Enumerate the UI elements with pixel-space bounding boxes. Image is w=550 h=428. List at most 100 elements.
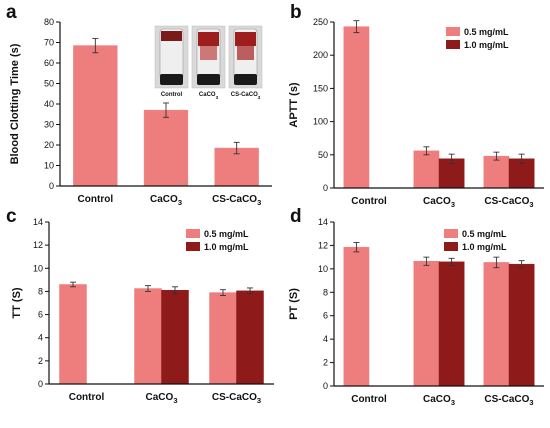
y-tick-label: 30 [44,120,54,130]
y-tick-label: 0 [38,379,43,389]
y-tick-label: 10 [44,161,54,171]
bar [438,261,465,387]
error-bar [353,20,360,34]
legend-label: 0.5 mg/mL [204,229,249,239]
vial-cap [160,74,183,85]
y-tick-label: 6 [38,310,43,320]
y-tick-label: 20 [44,140,54,150]
error-bar [448,153,455,164]
panel-a: a 0 10 20 30 40 50 60 70 80 Control CaCO3 CS-CaCO3 Bl… [6,2,272,207]
y-tick-label: 12 [33,240,43,250]
error-bar [233,141,240,155]
blood-clot [198,32,219,46]
y-tick-label: 14 [318,217,328,227]
legend-swatch [186,229,200,238]
y-axis-title: Blood Clotting Time (s) [9,43,21,164]
bar [508,263,535,387]
error-bar [423,256,430,266]
x-tick-label: CaCO3 [423,196,455,209]
y-tick-label: 0 [49,181,54,191]
legend-label: 1.0 mg/mL [464,40,509,50]
panel-b: b 0 50 100 150 200 250 Control CaCO3 CS-CaCO3 APTT… [288,2,544,209]
error-bar [247,287,253,295]
panel-letter: d [290,206,302,227]
x-tick-label: CS-CaCO3 [212,392,261,405]
blood-clot [200,46,217,60]
y-tick-label: 250 [313,17,328,27]
legend-swatch [444,242,458,251]
blood-clot [237,46,254,60]
inset-label: Control [161,92,183,98]
legend-swatch [446,27,460,36]
error-bar [145,285,151,292]
y-tick-label: 4 [323,334,328,344]
legend-label: 0.5 mg/mL [462,229,507,239]
bar [209,292,237,385]
y-tick-label: 8 [323,287,328,297]
y-tick-label: 12 [318,240,328,250]
vial-cap [197,74,220,85]
y-axis-title: APTT (s) [288,82,300,128]
y-tick-label: 4 [38,333,43,343]
error-bar [493,151,500,161]
bar [134,288,162,385]
bar [59,284,87,385]
x-tick-label: Control [69,392,105,403]
x-tick-label: CaCO3 [423,394,455,407]
x-tick-label: Control [351,196,387,207]
x-tick-label: CS-CaCO3 [212,194,261,207]
error-bar [493,256,500,269]
legend-swatch [444,229,458,238]
y-tick-label: 150 [313,83,328,93]
vial-cap [234,74,257,85]
inset-photo: Control CaCO3 CS-CaCO3 [154,25,263,100]
inset-label: CS-CaCO3 [231,92,261,100]
y-tick-label: 10 [33,263,43,273]
legend-swatch [186,242,200,251]
y-axis-title: TT (S) [11,287,23,318]
error-bar [518,260,525,269]
bar [483,262,510,387]
y-tick-label: 8 [38,286,43,296]
panel-letter: c [6,206,17,227]
error-bar [92,37,99,54]
error-bar [172,286,178,295]
error-bar [518,153,525,164]
y-tick-label: 40 [44,99,54,109]
y-tick-label: 50 [318,150,328,160]
bar [413,150,440,189]
x-tick-label: CS-CaCO3 [484,196,533,209]
panel-c: c 0 2 4 6 8 10 12 14 Control CaCO3 CS-CaCO3 TT (S) 0.… [6,206,274,405]
error-bar [448,257,455,266]
x-tick-label: CaCO3 [146,392,178,405]
y-tick-label: 0 [323,381,328,391]
error-bar [220,289,226,296]
y-axis-title: PT (S) [288,288,300,320]
legend-swatch [446,40,460,49]
y-tick-label: 10 [318,264,328,274]
bar [161,290,189,385]
bar [73,45,118,187]
y-tick-label: 2 [38,356,43,366]
bar [413,260,440,387]
panel-d: d 0 2 4 6 8 10 12 14 Control CaCO3 CS-CaCO3 PT (S) 0.… [288,206,544,407]
y-tick-label: 14 [33,217,43,227]
blood-clot [161,31,182,41]
bar [236,290,264,385]
y-tick-label: 50 [44,79,54,89]
blood-clot [235,32,256,46]
x-tick-label: CaCO3 [150,194,182,207]
y-tick-label: 80 [44,17,54,27]
y-tick-label: 100 [313,117,328,127]
error-bar [423,146,430,156]
x-tick-label: CS-CaCO3 [484,394,533,407]
y-tick-label: 0 [323,183,328,193]
bar [343,26,370,189]
error-bar [353,242,360,253]
x-tick-label: Control [351,394,387,405]
bar [143,109,189,187]
y-tick-label: 60 [44,58,54,68]
legend-label: 1.0 mg/mL [204,242,249,252]
y-tick-label: 2 [323,358,328,368]
x-tick-label: Control [78,194,114,205]
